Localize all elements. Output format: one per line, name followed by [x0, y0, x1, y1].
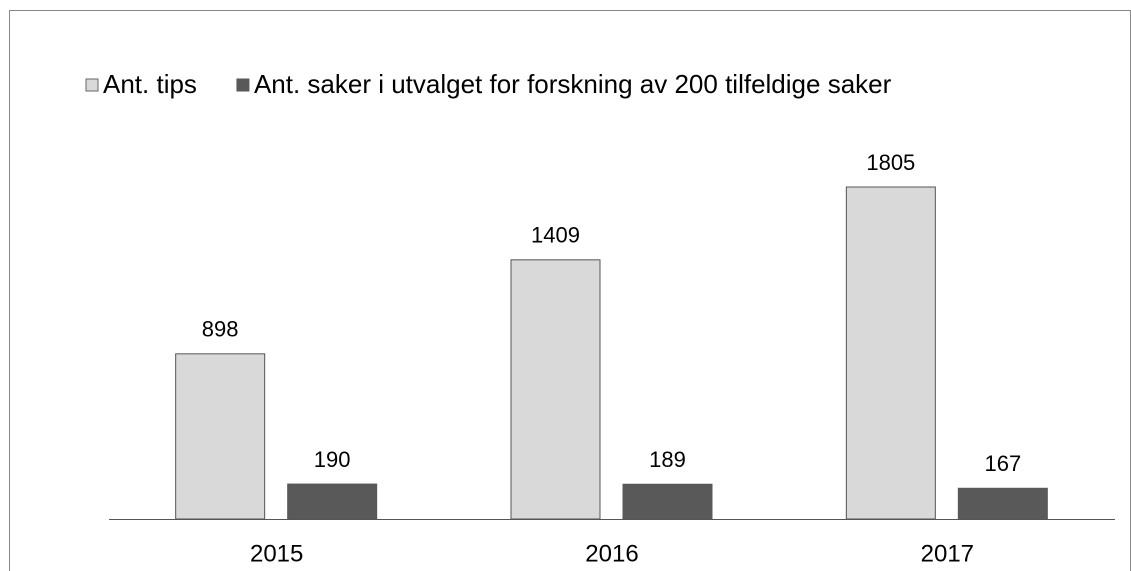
bar [845, 186, 936, 520]
data-label: 898 [202, 317, 239, 342]
data-label: 1409 [531, 223, 580, 248]
x-tick-label: 2015 [250, 540, 303, 567]
x-tick-label: 2017 [921, 540, 974, 567]
data-label: 1805 [866, 150, 915, 175]
legend-label: Ant. saker i utvalget for forskning av 2… [254, 69, 892, 99]
data-label: 190 [314, 447, 351, 472]
bar [175, 353, 266, 520]
data-label: 189 [649, 447, 686, 472]
bar [957, 487, 1048, 520]
legend-swatch [85, 78, 99, 92]
data-label: 167 [984, 451, 1021, 476]
bar [622, 483, 713, 520]
bar [510, 259, 601, 520]
legend-swatch [236, 78, 250, 92]
x-tick-label: 2016 [585, 540, 638, 567]
bar [287, 483, 378, 520]
legend-label: Ant. tips [103, 69, 197, 99]
